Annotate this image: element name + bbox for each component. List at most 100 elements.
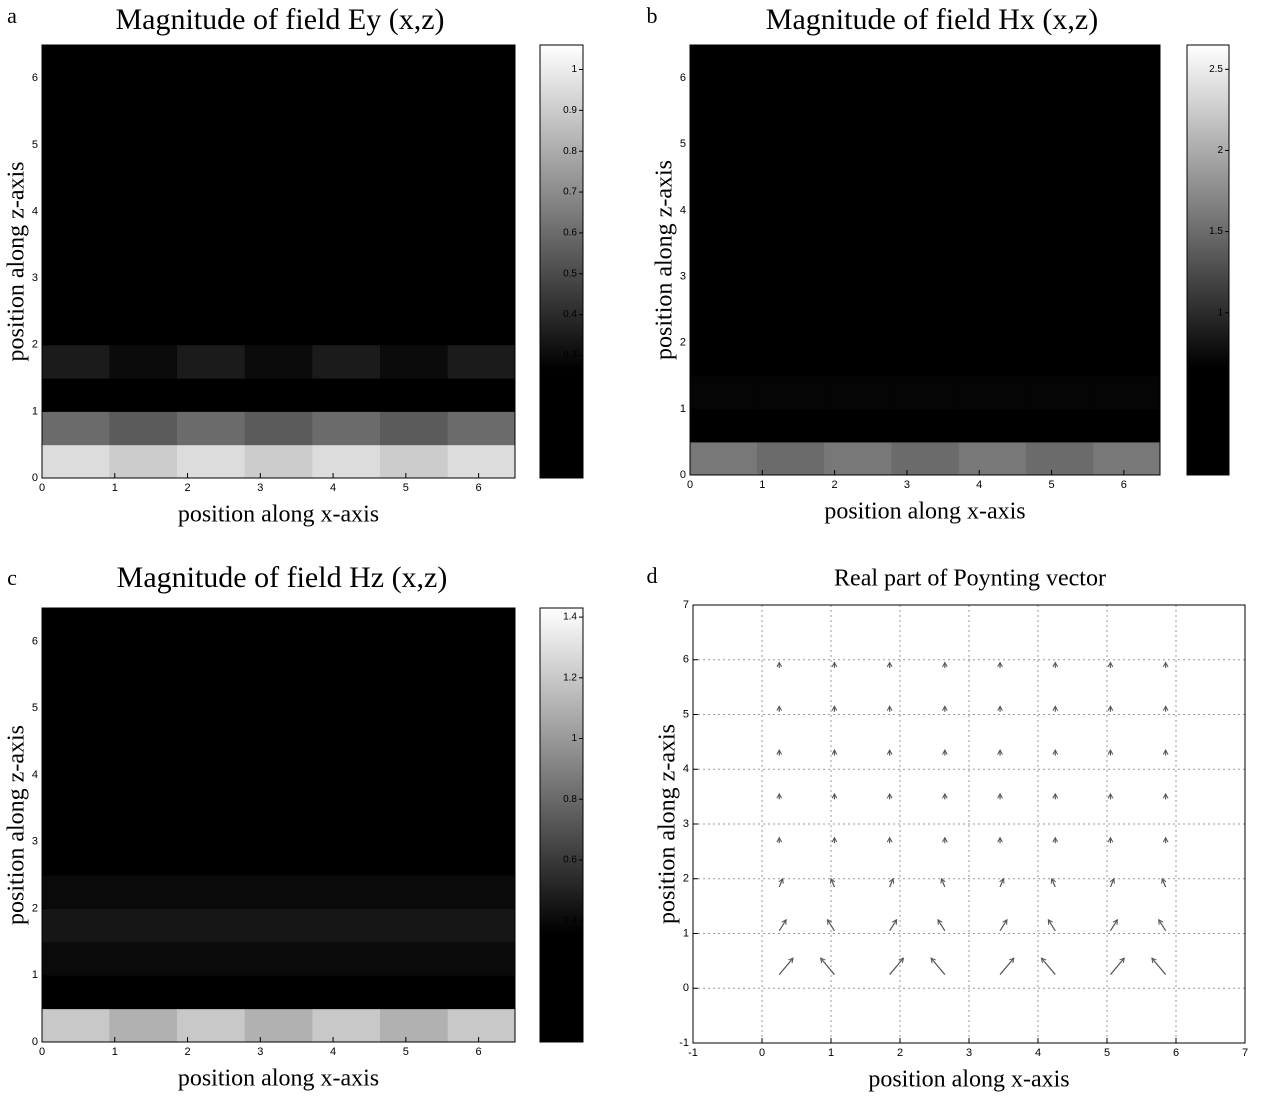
heat-cell — [109, 378, 178, 412]
heat-cell — [891, 441, 960, 475]
y-tick-label: 6 — [683, 654, 689, 666]
x-axis-label: position along x-axis — [178, 502, 379, 528]
y-tick-label: 3 — [32, 272, 38, 284]
vector-arrow-head — [829, 877, 836, 884]
heat-cell — [312, 774, 381, 809]
vector-arrow-head — [997, 749, 1003, 755]
heat-cell — [824, 177, 892, 211]
heat-cell — [244, 908, 313, 943]
heat-cell — [891, 45, 960, 79]
heat-cell — [109, 144, 178, 179]
y-tick-label: 1 — [680, 403, 686, 415]
heat-cell — [1093, 441, 1160, 475]
heat-cell — [690, 375, 758, 410]
heat-cell — [244, 311, 313, 346]
heat-cell — [244, 941, 313, 976]
heat-cell — [312, 144, 381, 179]
heat-cell — [109, 641, 178, 676]
vector-arrow-head — [886, 705, 893, 711]
y-tick-label: 2 — [32, 902, 38, 914]
heat-cell — [42, 708, 110, 743]
heat-cell — [891, 342, 960, 377]
heat-cell — [176, 444, 246, 478]
heat-cell — [109, 808, 178, 843]
heat-cell — [447, 244, 515, 279]
vector-arrow — [1158, 919, 1167, 932]
heat-cell — [42, 278, 110, 312]
vector-arrow-head — [1052, 661, 1059, 668]
heat-cell — [176, 78, 246, 113]
heat-cell — [824, 375, 892, 410]
y-tick-label: 0 — [32, 472, 38, 484]
vector-arrow-head — [942, 836, 948, 843]
heat-cell — [891, 276, 960, 311]
vector-arrow-head — [1052, 792, 1059, 799]
heat-cell — [244, 708, 313, 743]
vector-arrow — [778, 878, 784, 888]
heat-cell — [447, 378, 515, 412]
heat-cell — [756, 111, 825, 145]
vector-arrow-head — [831, 661, 838, 668]
vector-arrow — [1040, 957, 1056, 975]
heat-cell — [42, 641, 110, 676]
heat-cell — [891, 78, 960, 112]
y-tick-label: 5 — [683, 708, 689, 720]
heat-cell — [1093, 342, 1160, 377]
vector-arrow-head — [886, 749, 893, 755]
heat-cell — [380, 244, 449, 279]
heat-cell — [1093, 45, 1160, 79]
y-tick-label: 2 — [680, 337, 686, 349]
heat-cell — [312, 178, 381, 213]
heat-cell — [690, 276, 758, 311]
heat-cell — [891, 309, 960, 344]
colorbar-tick-label: 0.4 — [563, 309, 577, 320]
y-tick-label: 6 — [680, 72, 686, 84]
heat-cell — [380, 674, 449, 709]
heat-cell — [447, 674, 515, 709]
vector-arrow-head — [898, 957, 905, 964]
heat-cell — [756, 144, 825, 178]
heat-cell — [447, 1008, 515, 1042]
heat-cell — [244, 741, 313, 776]
vector-arrow-head — [778, 877, 784, 884]
heat-cell — [312, 444, 381, 478]
heat-cell — [312, 1008, 381, 1042]
heat-cell — [690, 144, 758, 178]
x-tick-label: 5 — [403, 1046, 409, 1058]
heat-cell — [756, 375, 825, 410]
heat-cell — [824, 243, 892, 278]
heat-cell — [958, 45, 1027, 79]
y-tick-label: 2 — [683, 873, 689, 885]
heat-cell — [380, 941, 449, 976]
heat-cell — [756, 177, 825, 211]
heat-cell — [109, 411, 178, 446]
vector-arrow-head — [937, 918, 943, 925]
heat-cell — [380, 444, 449, 478]
heat-cell — [244, 808, 313, 843]
heat-cell — [109, 741, 178, 776]
heat-cell — [244, 841, 313, 876]
heat-cell — [380, 278, 449, 312]
heat-cell — [176, 178, 246, 213]
heat-cell — [176, 774, 246, 809]
heat-cell — [42, 211, 110, 246]
colorbar-tick-label: 0.1 — [563, 432, 577, 443]
heat-cell — [42, 674, 110, 709]
vector-arrow-head — [942, 792, 948, 799]
y-tick-label: -1 — [679, 1037, 689, 1049]
x-tick-label: 6 — [1121, 479, 1127, 491]
heat-cell — [176, 111, 246, 146]
x-tick-label: 6 — [476, 1046, 482, 1058]
vector-arrow-head — [826, 918, 833, 925]
heat-cell — [109, 975, 178, 1010]
vector-arrow-head — [1162, 705, 1169, 711]
heat-cell — [312, 708, 381, 743]
vector-arrow-head — [819, 957, 826, 964]
y-tick-label: 4 — [32, 769, 38, 781]
heat-cell — [312, 211, 381, 246]
chart-title: Magnitude of field Ey (x,z) — [115, 3, 444, 36]
heat-cell — [690, 309, 758, 344]
vector-arrow — [1109, 919, 1118, 932]
heat-cell — [109, 774, 178, 809]
panel-label: b — [647, 3, 658, 28]
